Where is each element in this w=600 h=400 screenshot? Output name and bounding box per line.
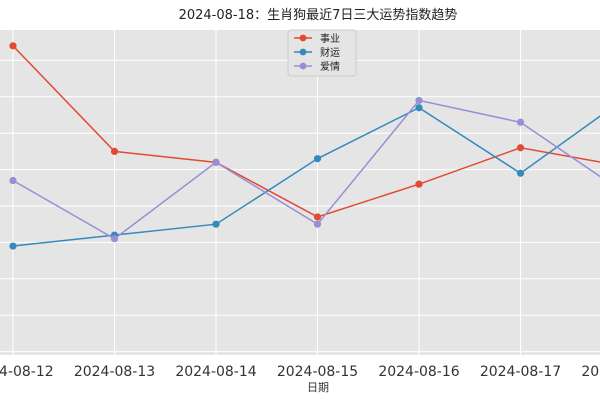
data-point — [9, 176, 17, 185]
x-tick-label: 2024-08-14 — [175, 364, 256, 380]
data-point — [516, 144, 525, 152]
data-point — [110, 147, 119, 155]
plot-area — [0, 30, 600, 355]
legend-label: 财运 — [320, 46, 340, 59]
legend-label: 事业 — [320, 32, 340, 45]
x-tick-label: 2024-08-13 — [74, 364, 155, 380]
grid-lines — [0, 30, 600, 355]
data-point — [415, 96, 423, 105]
data-point — [415, 180, 423, 188]
chart-title: 2024-08-18：生肖狗最近7日三大运势指数趋势 — [179, 7, 458, 23]
series-layer — [9, 42, 600, 250]
data-point — [313, 213, 322, 221]
x-tick-label: 2024-08-12 — [0, 364, 54, 380]
data-point — [110, 235, 119, 243]
data-point — [313, 220, 322, 228]
data-point — [212, 220, 220, 228]
data-point — [9, 242, 17, 250]
data-point — [313, 155, 322, 163]
x-tick-label: 2024-08-16 — [378, 364, 459, 380]
data-point — [212, 158, 220, 166]
x-axis-label: 日期 — [307, 381, 329, 394]
legend-marker — [299, 48, 307, 56]
data-point — [516, 169, 525, 177]
x-tick-label: 2024-08-15 — [277, 364, 358, 380]
data-point — [415, 104, 423, 112]
legend-marker — [299, 34, 307, 42]
data-point — [9, 42, 17, 50]
x-tick-label: 2024-08-18 — [581, 364, 600, 380]
x-tick-label: 2024-08-17 — [480, 364, 561, 380]
legend-marker — [299, 62, 307, 70]
x-axis-ticks: 2024-08-12 2024-08-13 2024-08-14 2024-08-15… — [0, 364, 600, 380]
legend-label: 爱情 — [320, 60, 340, 73]
data-point — [516, 118, 525, 126]
